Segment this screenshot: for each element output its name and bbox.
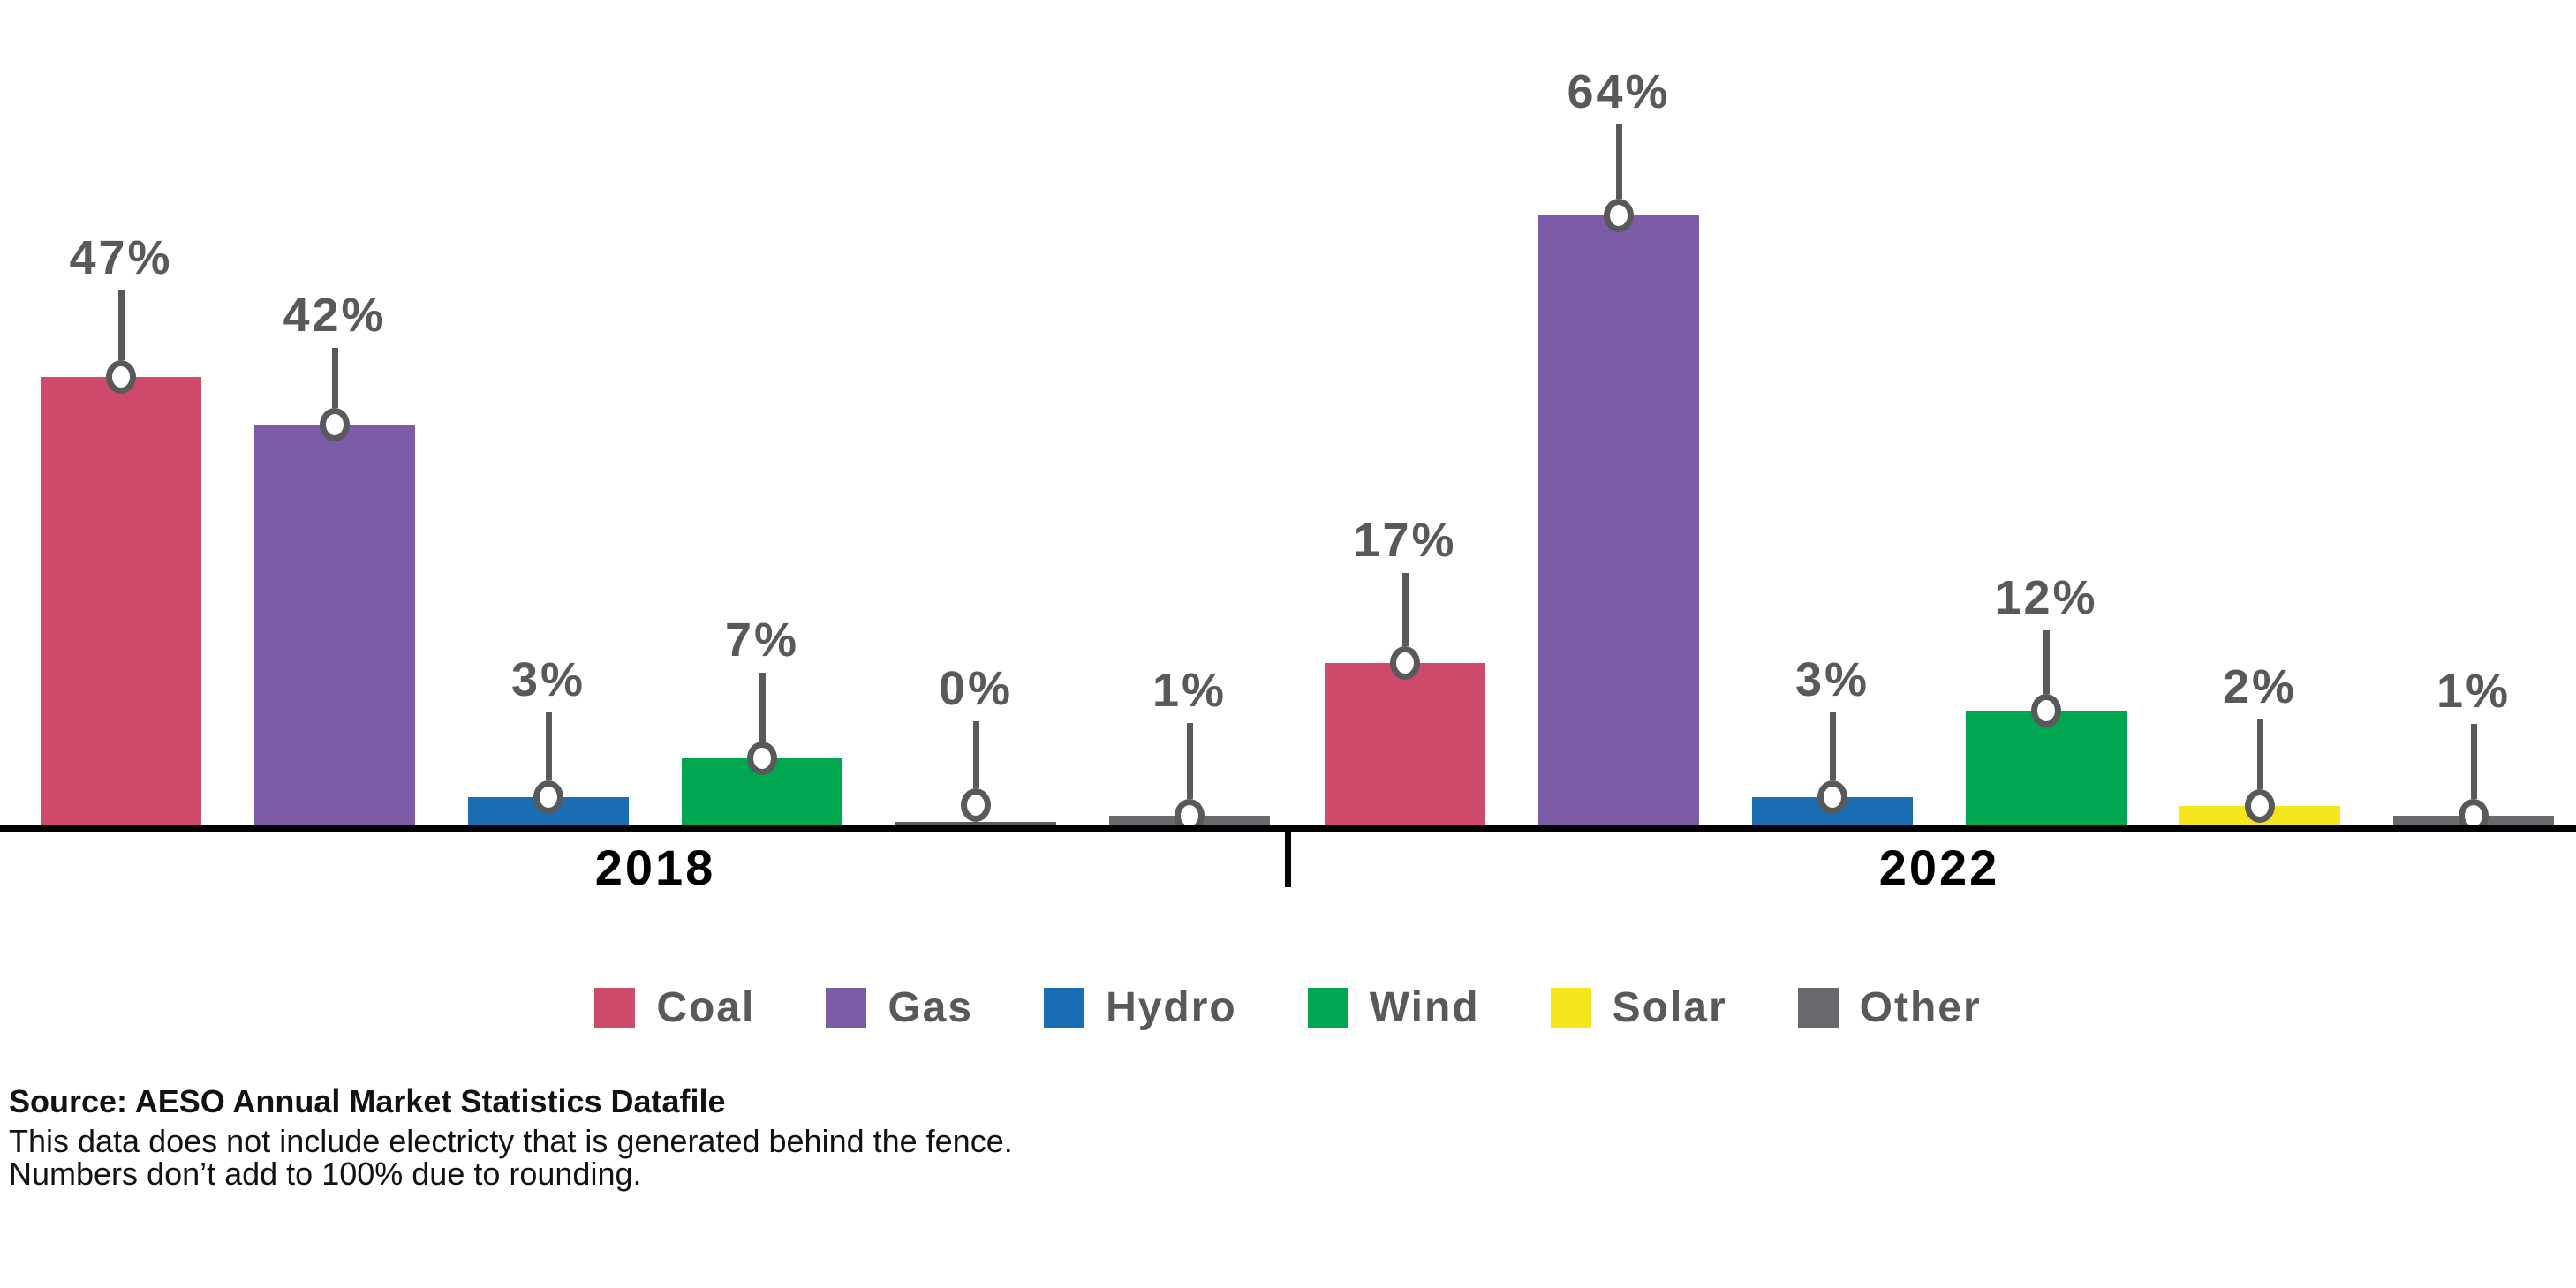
value-label-2018-other: 1% bbox=[1152, 664, 1228, 717]
bar-2022-coal bbox=[1325, 663, 1485, 825]
value-label-2018-gas: 42% bbox=[283, 289, 387, 342]
marker-circle-2018-hydro bbox=[533, 780, 563, 814]
marker-stem-2022-hydro bbox=[1829, 712, 1836, 780]
marker-stem-2022-solar bbox=[2256, 719, 2263, 789]
marker-circle-2022-gas bbox=[1604, 199, 1634, 232]
marker-stem-2018-coal bbox=[117, 290, 125, 360]
marker-stem-2018-other bbox=[1186, 723, 1193, 799]
marker-stem-2018-wind bbox=[759, 673, 766, 742]
marker-circle-2018-gas bbox=[320, 408, 350, 441]
value-label-2022-other: 1% bbox=[2436, 665, 2512, 718]
bar-2022-gas bbox=[1538, 215, 1699, 825]
legend-item-hydro: Hydro bbox=[1044, 987, 1237, 1029]
marker-circle-2022-wind bbox=[2031, 694, 2061, 727]
marker-stem-2018-gas bbox=[331, 348, 338, 408]
marker-stem-2022-wind bbox=[2043, 630, 2050, 694]
source-line: Source: AESO Annual Market Statistics Da… bbox=[9, 1083, 726, 1119]
legend-swatch-other bbox=[1797, 988, 1839, 1028]
value-label-2022-coal: 17% bbox=[1353, 514, 1457, 567]
value-label-2018-coal: 47% bbox=[69, 231, 173, 284]
value-label-2018-wind: 7% bbox=[724, 614, 800, 667]
footnotes: Source: AESO Annual Market Statistics Da… bbox=[9, 1083, 1013, 1192]
marker-stem-2022-gas bbox=[1615, 124, 1622, 199]
legend-label-wind: Wind bbox=[1369, 984, 1480, 1031]
legend-item-other: Other bbox=[1797, 984, 1982, 1031]
legend-label-other: Other bbox=[1859, 984, 1982, 1031]
legend-label-hydro: Hydro bbox=[1106, 984, 1237, 1031]
legend-item-coal: Coal bbox=[594, 987, 755, 1029]
marker-circle-2018-solar bbox=[961, 788, 991, 822]
value-label-2022-solar: 2% bbox=[2222, 660, 2298, 713]
legend-label-solar: Solar bbox=[1612, 984, 1727, 1031]
marker-circle-2022-hydro bbox=[1817, 780, 1847, 814]
value-label-2018-solar: 0% bbox=[938, 662, 1014, 715]
marker-stem-2018-solar bbox=[972, 721, 979, 788]
legend-label-coal: Coal bbox=[656, 984, 756, 1031]
legend-swatch-coal bbox=[594, 988, 636, 1028]
marker-circle-2018-wind bbox=[747, 742, 777, 775]
marker-stem-2022-coal bbox=[1401, 573, 1409, 646]
bar-2018-coal bbox=[41, 377, 201, 825]
value-label-2022-wind: 12% bbox=[1994, 571, 2098, 624]
value-label-2018-hydro: 3% bbox=[510, 653, 586, 706]
bar-2018-gas bbox=[254, 425, 415, 825]
legend-swatch-hydro bbox=[1044, 988, 1085, 1028]
section-divider-tick bbox=[1285, 825, 1291, 887]
legend-item-wind: Wind bbox=[1307, 984, 1480, 1031]
legend-swatch-wind bbox=[1307, 988, 1348, 1028]
year-label-2018: 2018 bbox=[594, 840, 716, 895]
marker-stem-2018-hydro bbox=[545, 712, 552, 780]
footnote-line-2: Numbers don’t add to 100% due to roundin… bbox=[9, 1156, 642, 1192]
value-label-2022-gas: 64% bbox=[1567, 65, 1671, 118]
legend-item-solar: Solar bbox=[1550, 984, 1727, 1031]
legend-swatch-gas bbox=[826, 988, 867, 1028]
bar-2018-solar bbox=[895, 822, 1056, 825]
marker-circle-2022-coal bbox=[1390, 646, 1420, 680]
marker-circle-2018-coal bbox=[106, 360, 136, 394]
legend: Coal Gas Hydro Wind Solar Other bbox=[0, 987, 2576, 1029]
legend-label-gas: Gas bbox=[888, 984, 974, 1031]
year-label-2022: 2022 bbox=[1878, 840, 2000, 895]
value-label-2022-hydro: 3% bbox=[1794, 653, 1870, 706]
bar-2022-wind bbox=[1966, 711, 2127, 825]
marker-circle-2022-solar bbox=[2245, 789, 2275, 823]
footnote-line-1: This data does not include electricty th… bbox=[9, 1123, 1013, 1159]
legend-item-gas: Gas bbox=[826, 987, 973, 1029]
marker-stem-2022-other bbox=[2470, 724, 2477, 799]
legend-swatch-solar bbox=[1550, 988, 1591, 1028]
